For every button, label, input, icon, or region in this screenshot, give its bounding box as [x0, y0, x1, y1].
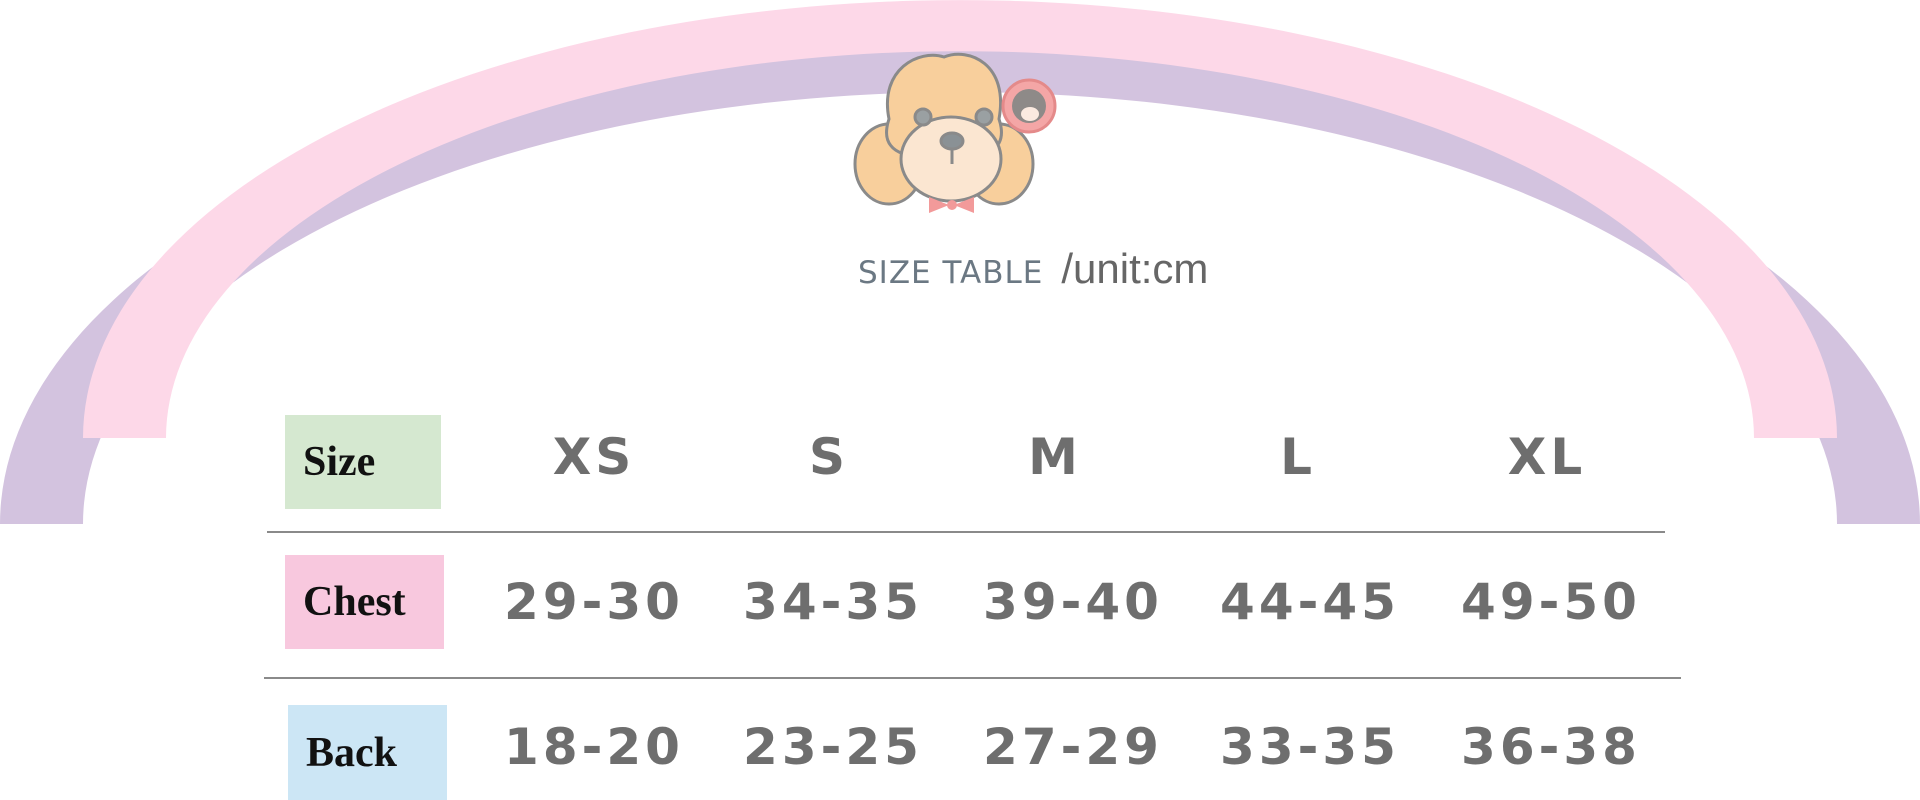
size-s: S [808, 428, 850, 486]
back-value: 18-20 [504, 718, 684, 776]
back-value: 27-29 [983, 718, 1163, 776]
row-divider [267, 531, 1665, 533]
title-text: SIZE TABLE [858, 255, 1044, 291]
size-xl: XL [1507, 428, 1587, 486]
chest-value: 39-40 [983, 573, 1163, 631]
size-table-title: SIZE TABLE/unit:cm [858, 245, 1208, 293]
back-value: 33-35 [1220, 718, 1400, 776]
back-value: 36-38 [1461, 718, 1641, 776]
chest-label: Chest [285, 555, 444, 649]
back-label: Back [288, 705, 447, 800]
size-xs: XS [552, 428, 636, 486]
size-m: M [1028, 428, 1082, 486]
chest-value: 44-45 [1220, 573, 1400, 631]
row-divider [264, 677, 1681, 679]
size-label: Size [285, 415, 441, 509]
unit-text: /unit:cm [1061, 245, 1209, 292]
poodle-dog-icon [853, 52, 1057, 213]
chest-value: 34-35 [743, 573, 923, 631]
pink-arc [83, 0, 1837, 438]
chest-value: 29-30 [504, 573, 684, 631]
back-value: 23-25 [743, 718, 923, 776]
size-l: L [1280, 428, 1316, 486]
chest-value: 49-50 [1461, 573, 1641, 631]
